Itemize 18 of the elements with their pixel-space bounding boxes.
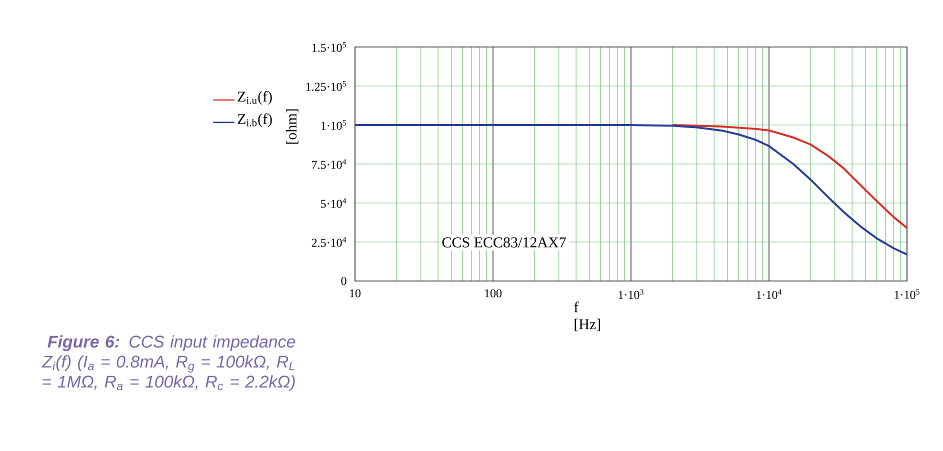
y-tick-label: 1·10$^{5}$ bbox=[321, 120, 346, 130]
y-tick-label: 5·10$^{4}$ bbox=[321, 198, 346, 208]
x-tick-label: 1·10$^{4}$ bbox=[756, 289, 782, 299]
x-tick-label: 100 bbox=[485, 289, 502, 298]
x-tick-label: 1·10$^{3}$ bbox=[618, 289, 644, 299]
y-axis-title: [ohm] bbox=[286, 109, 298, 144]
y-tick-label: 7.5·10$^{4}$ bbox=[312, 159, 346, 169]
text: Figure 6: CCS input impedance Z$_{i}$(f) (I$_{a}$ = 0.8mA, R$_{g}$ = 100kΩ, R$_{L}$ = 1MΩ, R$_{a}$ = 100kΩ, R$_{c}$ = 2.2kΩ) bbox=[42, 335, 296, 392]
annotation: CCS ECC83/12AX7 bbox=[442, 237, 566, 248]
x-axis-title: f [Hz] bbox=[574, 302, 600, 332]
y-tick-label: 0 bbox=[341, 276, 346, 286]
x-tick-label: 10 bbox=[350, 289, 361, 298]
legend-label: Z$_{i.b}$(f) bbox=[238, 113, 272, 128]
y-tick-label: 1.5·10$^{5}$ bbox=[312, 42, 346, 52]
y-tick-label: 2.5·10$^{4}$ bbox=[312, 237, 346, 247]
legend-label: Z$_{i.u}$(f) bbox=[238, 90, 272, 105]
x-tick-label: 1·10$^{5}$ bbox=[894, 289, 920, 299]
y-tick-label: 1.25·10$^{5}$ bbox=[306, 81, 346, 91]
